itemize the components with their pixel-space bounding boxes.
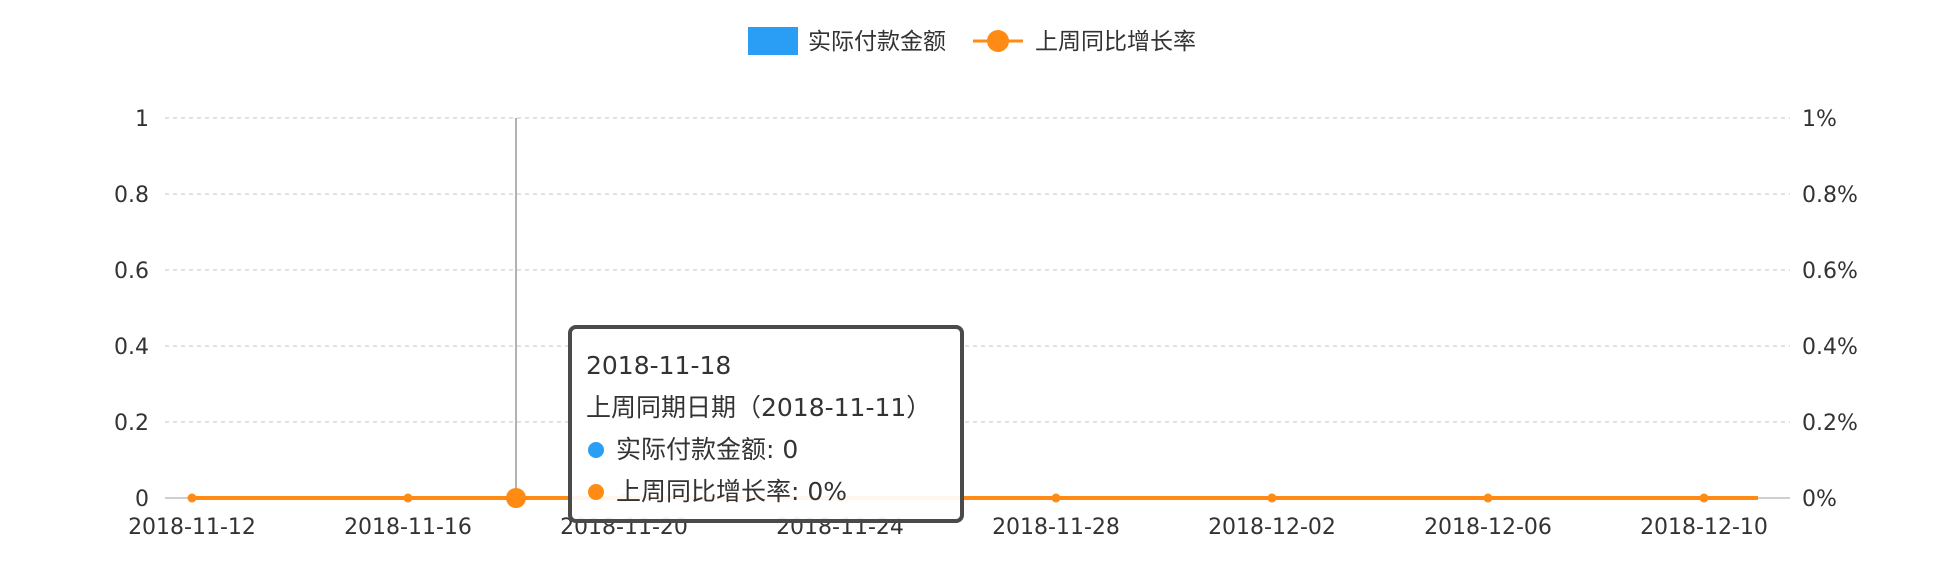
legend-label-line[interactable]: 上周同比增长率 (1035, 29, 1196, 55)
y-right-tick-label: 0.4% (1802, 335, 1858, 360)
tooltip-dot-growth (588, 484, 604, 500)
legend-swatch-bar[interactable] (748, 27, 798, 55)
tooltip-text-amount: 实际付款金额: 0 (616, 435, 799, 464)
grid (165, 117, 1790, 499)
y-left-tick-label: 1 (135, 107, 149, 132)
tooltip-dot-amount (588, 442, 604, 458)
y-right-tick-label: 0.2% (1802, 411, 1858, 436)
series-point[interactable] (1051, 493, 1061, 503)
series-line-growth (187, 488, 1758, 508)
x-tick-label: 2018-11-28 (992, 515, 1120, 540)
y-left-tick-label: 0.6 (114, 259, 149, 284)
x-tick-label: 2018-12-02 (1208, 515, 1336, 540)
left-axis: 0 0.2 0.4 0.6 0.8 1 (114, 107, 149, 512)
y-left-tick-label: 0.4 (114, 335, 149, 360)
tooltip-text-growth: 上周同比增长率: 0% (616, 477, 848, 506)
series-point[interactable] (1483, 493, 1493, 503)
y-right-tick-label: 0.6% (1802, 259, 1858, 284)
y-left-tick-label: 0.2 (114, 411, 149, 436)
y-right-tick-label: 0% (1802, 487, 1837, 512)
legend: 实际付款金额 上周同比增长率 (748, 27, 1196, 55)
legend-swatch-dot[interactable] (987, 30, 1009, 52)
x-tick-label: 2018-12-10 (1640, 515, 1768, 540)
series-point[interactable] (403, 493, 413, 503)
y-right-tick-label: 1% (1802, 107, 1837, 132)
series-point[interactable] (1267, 493, 1277, 503)
tooltip-row-growth: 上周同比增长率: 0% (586, 471, 946, 513)
x-tick-label: 2018-11-16 (344, 515, 472, 540)
y-left-tick-label: 0.8 (114, 183, 149, 208)
legend-label-bar[interactable]: 实际付款金额 (808, 29, 946, 55)
y-right-tick-label: 0.8% (1802, 183, 1858, 208)
tooltip-row-amount: 实际付款金额: 0 (586, 429, 946, 471)
series-point-active[interactable] (506, 488, 526, 508)
tooltip-date: 2018-11-18 (586, 351, 732, 380)
tooltip-compare-date: 上周同期日期（2018-11-11） (586, 393, 932, 422)
y-left-tick-label: 0 (135, 487, 149, 512)
series-point[interactable] (187, 493, 197, 503)
x-tick-label: 2018-12-06 (1424, 515, 1552, 540)
x-tick-label: 2018-11-12 (128, 515, 256, 540)
right-axis: 0% 0.2% 0.4% 0.6% 0.8% 1% (1802, 107, 1858, 512)
series-point[interactable] (1699, 493, 1709, 503)
tooltip: 2018-11-18 上周同期日期（2018-11-11） 实际付款金额: 0 … (568, 325, 964, 523)
